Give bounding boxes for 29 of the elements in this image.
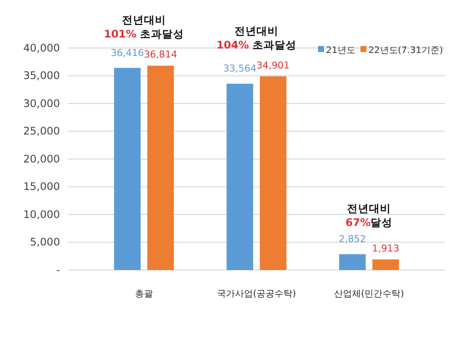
y-tick-label: 35,000 bbox=[23, 70, 60, 82]
data-label: 36,416 bbox=[110, 48, 144, 59]
bar bbox=[226, 84, 254, 270]
data-label: 2,852 bbox=[338, 234, 366, 246]
y-tick-label: 5,000 bbox=[30, 236, 60, 249]
bar bbox=[114, 68, 141, 270]
x-tick-label: 총괄 bbox=[134, 289, 153, 300]
text: 전년대비 101% 초과달성 bbox=[104, 14, 184, 41]
x-tick-label: 국가사업(공공수탁) bbox=[216, 289, 296, 300]
y-tick-label: - bbox=[56, 264, 60, 276]
bar bbox=[260, 76, 286, 270]
y-tick-label: 20,000 bbox=[23, 153, 60, 166]
annotation: 전년대비 67%달성 bbox=[345, 203, 393, 230]
annotation: 전년대비 104% 초과달성 bbox=[216, 25, 297, 52]
bar bbox=[147, 66, 174, 270]
bar bbox=[339, 254, 366, 270]
data-label: 34,901 bbox=[256, 60, 290, 72]
y-tick-label: 25,000 bbox=[23, 126, 60, 138]
y-tick-label: 40,000 bbox=[23, 42, 60, 54]
data-label: 36,814 bbox=[144, 50, 178, 61]
bar bbox=[372, 259, 399, 270]
y-tick-label: 10,000 bbox=[23, 208, 60, 221]
y-tick-label: 30,000 bbox=[23, 98, 60, 110]
legend-label: 22년도(7.31기준) bbox=[368, 46, 443, 56]
legend-label: 21년도 bbox=[326, 46, 356, 56]
y-tick-label: 15,000 bbox=[23, 181, 60, 194]
data-label: 1,913 bbox=[372, 243, 400, 254]
data-label: 33,564 bbox=[223, 64, 256, 75]
x-tick-label: 산업체(민간수탁) bbox=[334, 289, 404, 300]
